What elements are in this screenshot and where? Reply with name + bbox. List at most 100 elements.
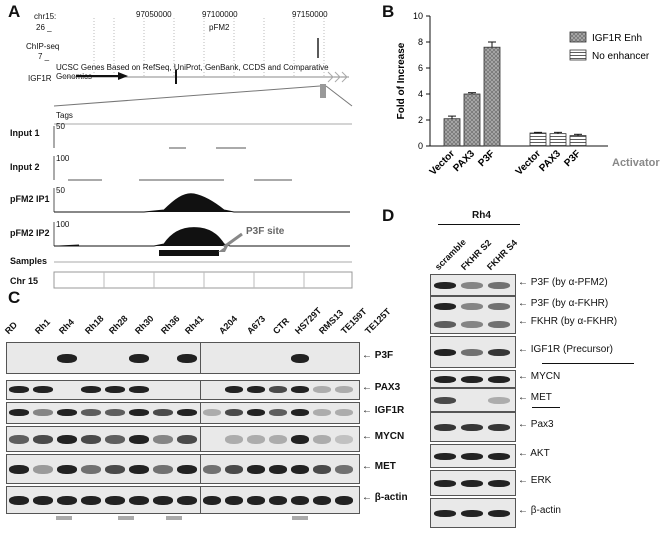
band <box>434 397 456 404</box>
protein-label: ← ERK <box>518 475 551 486</box>
band <box>153 496 173 505</box>
bar <box>483 46 501 147</box>
band <box>177 354 197 363</box>
band <box>105 409 125 416</box>
blot-strip <box>430 498 516 528</box>
track-ip1-scale: 50 <box>56 186 65 195</box>
tags-label: Tags <box>56 111 73 120</box>
blot-strip <box>6 426 202 452</box>
band <box>33 386 53 393</box>
lane-label: A204 <box>216 313 240 336</box>
band <box>461 453 483 460</box>
marker-bar <box>56 516 72 520</box>
band <box>129 386 149 393</box>
band <box>105 465 125 474</box>
bar <box>569 135 587 147</box>
band <box>269 386 287 393</box>
band <box>335 386 353 393</box>
track-ip1-label: pFM2 IP1 <box>10 194 50 204</box>
protein-label: ← IGF1R (Precursor) <box>518 344 613 355</box>
arrow-icon: ← <box>518 448 531 459</box>
protein-label: ← β-actin <box>518 505 561 516</box>
arrow-icon: ← <box>518 277 531 288</box>
band <box>434 480 456 487</box>
band <box>488 349 510 356</box>
band <box>81 409 101 416</box>
band <box>129 409 149 416</box>
band <box>247 409 265 416</box>
lane-label: Rh18 <box>82 313 106 336</box>
band <box>461 510 483 517</box>
band <box>247 465 265 474</box>
band <box>291 465 309 474</box>
protein-name: AKT <box>530 448 550 459</box>
band <box>488 453 510 460</box>
band <box>57 435 77 444</box>
arrow-icon: ← <box>518 505 531 516</box>
protein-name: β-actin <box>530 505 561 516</box>
coord-2: 97100000 <box>202 10 238 19</box>
lane-label: TE159T <box>338 306 369 336</box>
band <box>203 465 221 474</box>
band <box>153 465 173 474</box>
band <box>247 435 265 444</box>
protein-label: ← P3F (by α-PFM2) <box>518 277 608 288</box>
x-tick-label: PAX3 <box>451 148 477 174</box>
arrow-icon: ← <box>518 316 531 327</box>
band <box>9 386 29 393</box>
band <box>9 465 29 474</box>
band <box>291 496 309 505</box>
band <box>57 409 77 416</box>
panel-label-a: A <box>8 2 21 21</box>
legend-swatch <box>569 49 587 61</box>
band <box>488 480 510 487</box>
blot-strip <box>430 470 516 496</box>
legend-swatch <box>569 31 587 43</box>
blot-strip <box>430 296 516 334</box>
protein-label: ← AKT <box>518 448 550 459</box>
band <box>291 386 309 393</box>
legend-label: No enhancer <box>592 51 650 62</box>
lane-label: Rh30 <box>132 313 156 336</box>
genome-browser-panel: chr15: 97050000 97100000 97150000 26 _ p… <box>10 0 354 300</box>
marker-bar <box>166 516 182 520</box>
band <box>434 349 456 356</box>
band <box>9 409 29 416</box>
band <box>291 435 309 444</box>
band <box>33 435 53 444</box>
band <box>434 303 456 310</box>
cell-line-label: Rh4 <box>472 210 491 221</box>
protein-label: ← MYCN <box>362 431 405 442</box>
band <box>129 435 149 444</box>
band <box>225 435 243 444</box>
track-input2-scale: 100 <box>56 154 70 163</box>
protein-name: P3F (by α-FKHR) <box>530 298 609 309</box>
band <box>81 386 101 393</box>
band <box>105 386 125 393</box>
band <box>434 321 456 328</box>
band <box>313 465 331 474</box>
band <box>177 435 197 444</box>
lane-label: A673 <box>244 313 268 336</box>
arrow-icon: ← <box>518 392 531 403</box>
band <box>105 496 125 505</box>
blot-strip <box>200 454 360 484</box>
blot-strip <box>430 444 516 468</box>
band <box>33 409 53 416</box>
panel-label-b: B <box>382 2 395 21</box>
track-input1-scale: 50 <box>56 122 65 131</box>
coord-1: 97050000 <box>136 10 172 19</box>
band <box>434 453 456 460</box>
protein-label: ← P3F (by α-FKHR) <box>518 298 608 309</box>
band <box>269 465 287 474</box>
lane-label: Rh36 <box>158 313 182 336</box>
protein-name: P3F (by α-PFM2) <box>530 277 608 288</box>
blot-strip <box>430 388 516 412</box>
blot-strip <box>6 342 202 374</box>
band <box>247 386 265 393</box>
gene-label: IGF1R <box>28 74 52 83</box>
blot-strip <box>430 274 516 296</box>
panel-label-c: C <box>8 288 21 307</box>
band <box>335 435 353 444</box>
separator-line <box>542 363 634 364</box>
